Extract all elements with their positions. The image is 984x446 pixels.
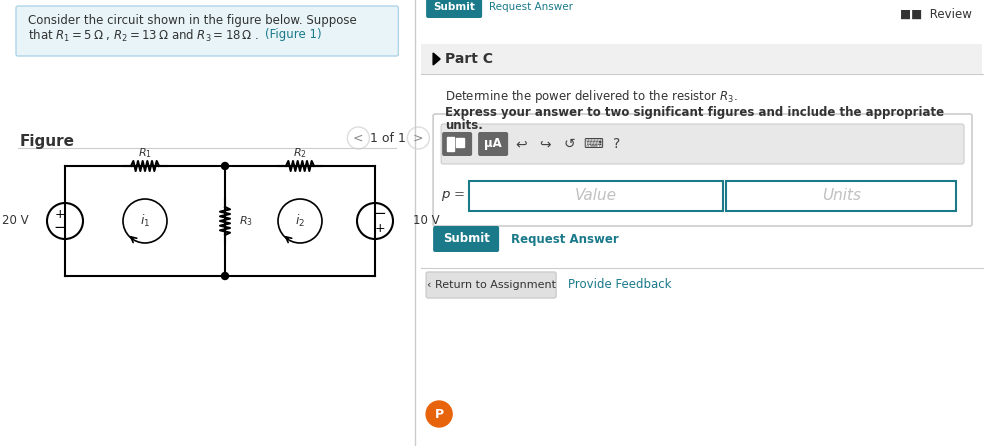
Text: $R_2$: $R_2$ <box>293 146 307 160</box>
Text: Express your answer to two significant figures and include the appropriate: Express your answer to two significant f… <box>445 106 945 119</box>
Text: −: − <box>53 220 66 235</box>
Text: Figure: Figure <box>20 134 75 149</box>
FancyBboxPatch shape <box>426 0 482 18</box>
FancyBboxPatch shape <box>478 132 508 156</box>
Text: +: + <box>55 207 65 220</box>
Text: (Figure 1): (Figure 1) <box>265 28 322 41</box>
Bar <box>447 137 455 151</box>
Text: $R_1$: $R_1$ <box>138 146 152 160</box>
Text: ⌨: ⌨ <box>584 137 603 151</box>
Text: ‹ Return to Assignment: ‹ Return to Assignment <box>427 280 556 290</box>
Text: ?: ? <box>613 137 621 151</box>
Text: P: P <box>435 408 444 421</box>
Text: Value: Value <box>576 189 617 203</box>
Text: <: < <box>353 132 364 145</box>
Text: $i_1$: $i_1$ <box>140 213 151 229</box>
Text: Request Answer: Request Answer <box>489 2 573 12</box>
Text: −: − <box>374 206 387 222</box>
FancyBboxPatch shape <box>442 132 472 156</box>
FancyBboxPatch shape <box>469 181 723 211</box>
Bar <box>457 138 464 147</box>
Circle shape <box>221 162 228 169</box>
Text: units.: units. <box>445 119 483 132</box>
Text: μA: μA <box>484 137 502 150</box>
FancyBboxPatch shape <box>441 124 964 164</box>
Text: >: > <box>413 132 423 145</box>
FancyBboxPatch shape <box>426 272 556 298</box>
Circle shape <box>426 401 452 427</box>
Text: Submit: Submit <box>433 2 475 12</box>
Text: ↪: ↪ <box>539 137 551 151</box>
Text: Determine the power delivered to the resistor $R_3$.: Determine the power delivered to the res… <box>445 88 738 105</box>
Text: that $R_1 = 5\,\Omega$ , $R_2 = 13\,\Omega$ and $R_3 = 18\,\Omega$ .: that $R_1 = 5\,\Omega$ , $R_2 = 13\,\Ome… <box>28 28 261 44</box>
Text: Consider the circuit shown in the figure below. Suppose: Consider the circuit shown in the figure… <box>28 14 357 27</box>
Text: ↩: ↩ <box>516 137 527 151</box>
FancyBboxPatch shape <box>433 226 499 252</box>
Text: 20 V: 20 V <box>2 215 29 227</box>
Text: $i_2$: $i_2$ <box>295 213 305 229</box>
FancyBboxPatch shape <box>726 181 956 211</box>
Polygon shape <box>433 53 440 65</box>
Text: 1 of 1: 1 of 1 <box>370 132 406 145</box>
Text: Submit: Submit <box>443 232 490 245</box>
Text: $R_3$: $R_3$ <box>239 214 253 228</box>
Circle shape <box>221 273 228 280</box>
FancyBboxPatch shape <box>433 114 972 226</box>
Text: Request Answer: Request Answer <box>511 232 619 245</box>
Text: ■■  Review: ■■ Review <box>900 8 972 21</box>
Text: Units: Units <box>822 189 861 203</box>
Text: +: + <box>375 222 386 235</box>
Text: ↺: ↺ <box>563 137 575 151</box>
Text: $p$ =: $p$ = <box>441 189 465 203</box>
FancyBboxPatch shape <box>16 6 399 56</box>
Text: Provide Feedback: Provide Feedback <box>568 278 672 292</box>
Text: 10 V: 10 V <box>413 215 440 227</box>
Text: Part C: Part C <box>445 52 493 66</box>
FancyBboxPatch shape <box>421 44 982 74</box>
